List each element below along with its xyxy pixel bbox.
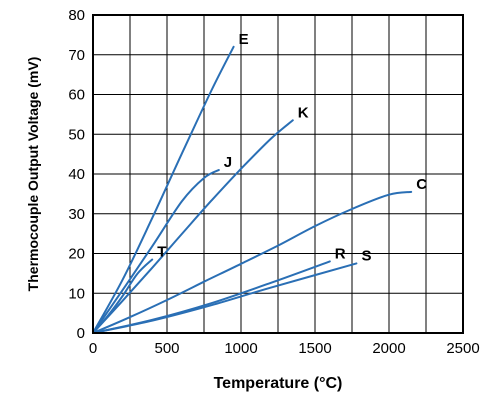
x-tick-label: 500	[154, 340, 179, 357]
x-tick-label: 2000	[372, 340, 405, 357]
series-label-e: E	[239, 31, 249, 48]
y-tick-labels: 0 10 20 30 40 50 60 70 80	[68, 7, 85, 342]
y-tick-label: 10	[68, 285, 85, 302]
series-line-t	[92, 258, 154, 334]
series-label-j: J	[224, 154, 232, 171]
series-label-k: K	[298, 104, 309, 121]
x-tick-label: 1500	[298, 340, 331, 357]
y-tick-label: 80	[68, 7, 85, 24]
y-tick-label: 0	[77, 325, 85, 342]
y-tick-label: 30	[68, 206, 85, 223]
y-tick-label: 40	[68, 166, 85, 183]
series-line-j	[92, 169, 220, 334]
series-label-t: T	[157, 243, 166, 260]
series-label-s: S	[361, 247, 371, 264]
x-axis-title: Temperature (°C)	[214, 375, 343, 392]
y-tick-label: 20	[68, 246, 85, 263]
x-tick-labels: 0 500 1000 1500 2000 2500	[89, 340, 480, 357]
y-tick-label: 50	[68, 126, 85, 143]
series-label-r: R	[335, 245, 346, 262]
series-line-r	[92, 260, 331, 334]
series-line-s	[92, 262, 358, 334]
x-tick-label: 2500	[446, 340, 479, 357]
series-line-c	[92, 190, 413, 334]
x-tick-label: 0	[89, 340, 97, 357]
y-tick-label: 60	[68, 87, 85, 104]
plot-frame	[92, 14, 464, 334]
series-line-e	[92, 45, 235, 334]
y-tick-label: 70	[68, 47, 85, 64]
x-tick-label: 1000	[224, 340, 257, 357]
series-label-c: C	[416, 176, 427, 193]
series-labels: E J K T C R S	[157, 31, 427, 265]
series-line-k	[92, 119, 294, 334]
series-lines	[92, 45, 413, 334]
y-axis-title: Thermocouple Output Voltage (mV)	[25, 57, 41, 292]
